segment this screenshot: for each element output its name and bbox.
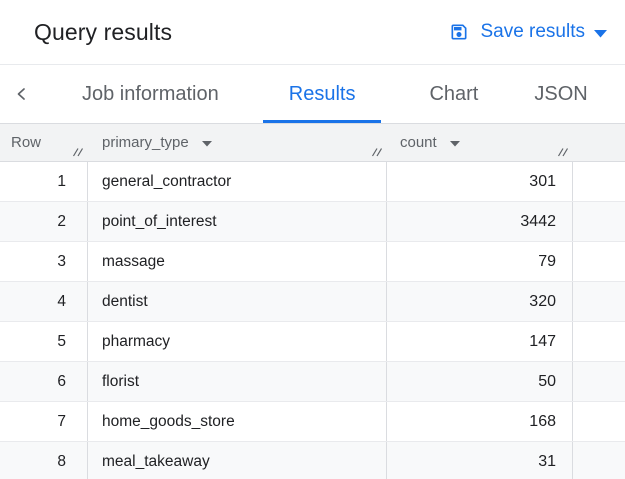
column-header-row: Row (0, 124, 88, 161)
column-resize-handle-icon[interactable] (370, 145, 383, 158)
page-title: Query results (34, 18, 173, 45)
chevron-left-icon (13, 85, 31, 103)
filler-cell (573, 402, 625, 441)
filler-cell (573, 162, 625, 201)
table-row: 5 pharmacy 147 (0, 322, 625, 362)
row-number-cell: 4 (0, 282, 88, 321)
save-icon (449, 22, 469, 42)
count-cell: 168 (387, 402, 573, 441)
results-tabbar: Job information Results Chart JSON (0, 65, 625, 124)
column-header-count: count (387, 124, 573, 161)
row-number-cell: 8 (0, 442, 88, 479)
caret-down-icon[interactable] (201, 140, 212, 147)
column-header-label: count (400, 134, 437, 151)
table-row: 4 dentist 320 (0, 282, 625, 322)
column-resize-handle-icon[interactable] (556, 145, 569, 158)
primary-type-cell: dentist (88, 282, 387, 321)
tab-label: Results (288, 82, 356, 105)
tab-job-information[interactable]: Job information (56, 65, 245, 123)
filler-cell (573, 202, 625, 241)
table-row: 1 general_contractor 301 (0, 162, 625, 202)
count-cell: 301 (387, 162, 573, 201)
count-cell: 320 (387, 282, 573, 321)
filler-cell (573, 322, 625, 361)
tab-results[interactable]: Results (262, 65, 382, 123)
column-header-primary-type: primary_type (88, 124, 387, 161)
primary-type-cell: pharmacy (88, 322, 387, 361)
caret-down-icon[interactable] (449, 140, 460, 147)
tabs-back-button[interactable] (0, 65, 44, 123)
row-number-cell: 1 (0, 162, 88, 201)
primary-type-cell: general_contractor (88, 162, 387, 201)
row-number-cell: 3 (0, 242, 88, 281)
primary-type-cell: florist (88, 362, 387, 401)
caret-down-icon (594, 29, 607, 38)
filler-cell (573, 242, 625, 281)
count-cell: 3442 (387, 202, 573, 241)
column-resize-handle-icon[interactable] (71, 145, 84, 158)
table-row: 8 meal_takeaway 31 (0, 442, 625, 479)
column-header-label: Row (11, 134, 42, 151)
table-row: 2 point_of_interest 3442 (0, 202, 625, 242)
table-header-row: Row primary_type count (0, 124, 625, 162)
column-header-label: primary_type (102, 134, 189, 151)
column-header-filler (573, 124, 625, 161)
count-cell: 31 (387, 442, 573, 479)
table-row: 3 massage 79 (0, 242, 625, 282)
row-number-cell: 6 (0, 362, 88, 401)
tab-label: Job information (82, 82, 219, 105)
tab-chart[interactable]: Chart (403, 65, 504, 123)
filler-cell (573, 282, 625, 321)
tab-json[interactable]: JSON (514, 65, 607, 123)
query-results-titlebar: Query results Save results (0, 0, 625, 65)
table-row: 7 home_goods_store 168 (0, 402, 625, 442)
primary-type-cell: point_of_interest (88, 202, 387, 241)
tab-label: JSON (534, 82, 588, 105)
primary-type-cell: meal_takeaway (88, 442, 387, 479)
save-results-label: Save results (480, 21, 585, 42)
tab-label: Chart (429, 82, 479, 105)
primary-type-cell: massage (88, 242, 387, 281)
count-cell: 79 (387, 242, 573, 281)
filler-cell (573, 442, 625, 479)
table-row: 6 florist 50 (0, 362, 625, 402)
primary-type-cell: home_goods_store (88, 402, 387, 441)
row-number-cell: 2 (0, 202, 88, 241)
filler-cell (573, 362, 625, 401)
save-results-button[interactable]: Save results (445, 15, 611, 49)
row-number-cell: 7 (0, 402, 88, 441)
row-number-cell: 5 (0, 322, 88, 361)
count-cell: 147 (387, 322, 573, 361)
results-table: Row primary_type count (0, 124, 625, 479)
count-cell: 50 (387, 362, 573, 401)
